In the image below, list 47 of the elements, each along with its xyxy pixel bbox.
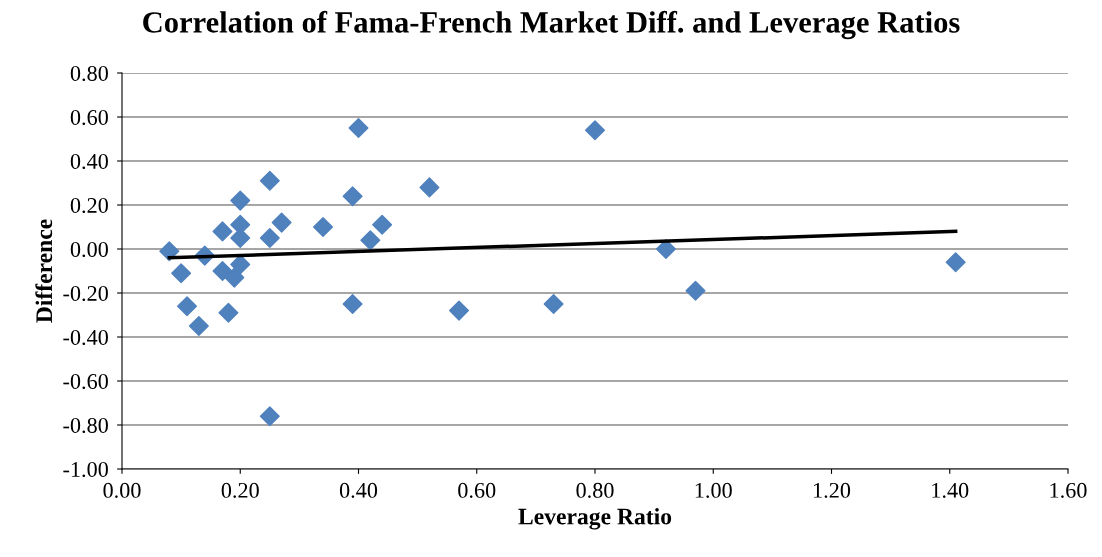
x-tick-label: 1.20	[814, 482, 851, 498]
point	[224, 267, 245, 288]
point	[259, 227, 280, 249]
point	[212, 221, 233, 242]
point	[177, 296, 198, 317]
point	[188, 315, 209, 337]
y-tick-label: -0.20	[63, 285, 108, 302]
point	[584, 120, 606, 141]
y-tick-label: 0.00	[70, 241, 108, 258]
y-tick-label: -1.00	[63, 461, 108, 478]
point	[342, 186, 363, 207]
x-tick-label: 0.20	[221, 482, 259, 498]
x-tick-label: 1.40	[932, 482, 969, 498]
y-tick-label: -0.60	[63, 373, 108, 390]
point	[171, 263, 192, 284]
point	[259, 170, 280, 191]
point	[342, 293, 363, 315]
point	[259, 406, 280, 427]
point	[543, 293, 564, 315]
point	[230, 190, 251, 211]
x-tick-label: 0.00	[103, 482, 141, 498]
x-tick-label: 1.00	[695, 482, 732, 498]
point	[945, 252, 966, 273]
point	[419, 177, 440, 198]
y-tick-label: 0.60	[70, 109, 108, 126]
x-tick-label: 0.80	[576, 482, 614, 498]
y-axis-title: Difference	[35, 219, 53, 323]
point	[360, 230, 381, 251]
x-tick-label: 0.60	[458, 482, 496, 498]
x-axis-title: Leverage Ratio	[518, 507, 672, 530]
point	[218, 302, 239, 323]
y-tick-label: 0.20	[70, 197, 108, 214]
point	[449, 300, 470, 321]
point	[348, 117, 369, 139]
y-tick-label: -0.40	[63, 329, 108, 346]
x-tick-label: 1.60	[1050, 482, 1087, 498]
point	[685, 280, 706, 301]
point	[271, 212, 292, 233]
y-tick-label: -0.80	[63, 417, 108, 434]
x-tick-label: 0.40	[339, 482, 378, 498]
point	[230, 254, 251, 275]
point	[159, 241, 180, 262]
point	[372, 214, 393, 235]
y-tick-label: 0.40	[70, 153, 108, 170]
y-tick-label: 0.80	[70, 65, 108, 82]
chart-title: Correlation of Fama-French Market Diff. and Leverage Ratios	[143, 10, 960, 40]
point	[313, 216, 334, 238]
